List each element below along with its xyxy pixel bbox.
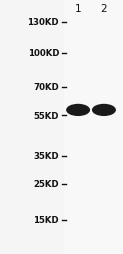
- Text: 100KD: 100KD: [28, 49, 59, 58]
- Bar: [0, 0, 64, 254]
- Text: 2: 2: [101, 4, 107, 14]
- Bar: [64, 0, 123, 254]
- Ellipse shape: [92, 104, 116, 117]
- Text: 130KD: 130KD: [27, 18, 59, 27]
- Ellipse shape: [66, 104, 90, 117]
- Text: 35KD: 35KD: [33, 152, 59, 161]
- Text: 15KD: 15KD: [33, 215, 59, 224]
- Text: 25KD: 25KD: [33, 180, 59, 189]
- Text: 55KD: 55KD: [34, 111, 59, 120]
- Text: 1: 1: [75, 4, 81, 14]
- Text: 70KD: 70KD: [33, 83, 59, 92]
